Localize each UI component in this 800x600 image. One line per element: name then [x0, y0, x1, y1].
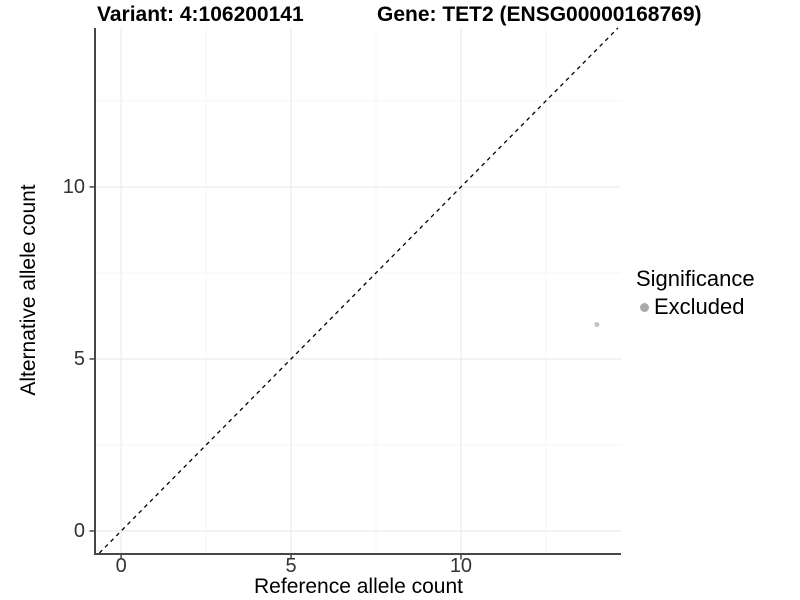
- legend-items: Excluded: [636, 294, 755, 320]
- identity-line: [98, 27, 619, 554]
- plot-canvas: [89, 27, 621, 560]
- x-axis-label: Reference allele count: [254, 575, 463, 598]
- x-tick-label: 0: [115, 555, 127, 577]
- x-tick-label: 10: [449, 555, 473, 577]
- gene-title: Gene: TET2 (ENSG00000168769): [377, 3, 702, 26]
- y-tick-label: 0: [73, 519, 85, 542]
- y-tick-label: 10: [62, 175, 85, 198]
- legend-title: Significance: [636, 266, 755, 291]
- x-tick-label: 5: [285, 555, 297, 577]
- legend-item: Excluded: [636, 294, 755, 320]
- legend-item-label: Excluded: [654, 294, 745, 319]
- y-tick-label: 5: [73, 347, 85, 370]
- plot-panel: [89, 27, 621, 560]
- legend: Significance Excluded: [636, 266, 755, 320]
- legend-point-icon: [640, 302, 649, 312]
- data-point: [594, 322, 600, 328]
- variant-title: Variant: 4:106200141: [97, 3, 304, 26]
